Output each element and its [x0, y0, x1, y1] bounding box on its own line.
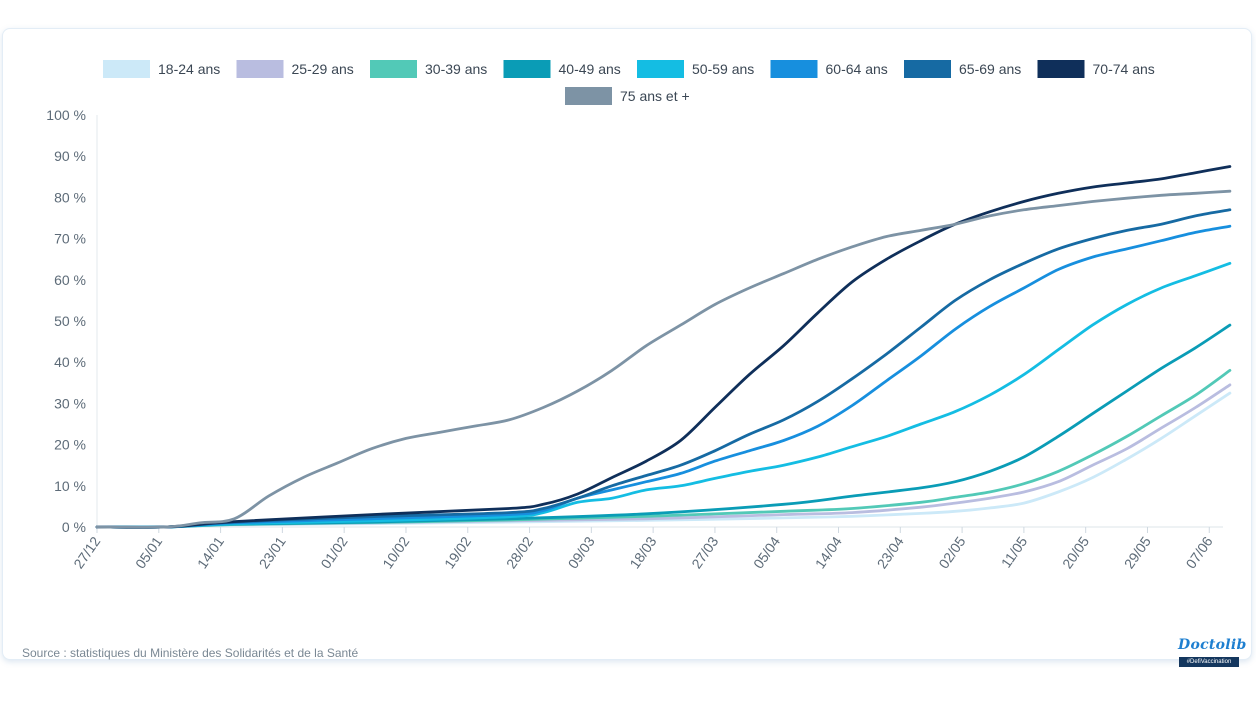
legend-label: 25-29 ans	[292, 61, 354, 77]
legend-label: 40-49 ans	[559, 61, 621, 77]
x-axis: 27/12 05/01 14/01 23/01 01/02 10/02 19/02 28/02…	[70, 526, 1223, 571]
y-tick-label: 80 %	[54, 189, 86, 205]
series-lines	[95, 165, 1232, 529]
x-tick-label: 20/05	[1059, 533, 1092, 571]
y-axis: 0 % 10 % 20 % 30 % 40 % 50 % 60 % 70 % 80 % 90 % 1…	[46, 107, 98, 535]
legend: 18-24 ans 25-29 ans 30-39 ans 40-49 ans 50-5…	[103, 60, 1155, 105]
y-tick-label: 0 %	[62, 519, 86, 535]
y-tick-label: 20 %	[54, 437, 86, 453]
y-tick-label: 30 %	[54, 395, 86, 411]
series-line-30-39-ans	[95, 369, 1232, 529]
y-tick-label: 100 %	[46, 107, 86, 123]
series-line-75-ans-et	[95, 189, 1232, 529]
legend-swatch	[370, 60, 417, 78]
legend-label: 65-69 ans	[959, 61, 1021, 77]
y-tick-label: 50 %	[54, 313, 86, 329]
x-tick-label: 10/02	[379, 533, 412, 571]
legend-swatch	[103, 60, 150, 78]
series-line-65-69-ans	[95, 208, 1232, 529]
series-line-25-29-ans	[95, 383, 1232, 529]
y-tick-label: 60 %	[54, 272, 86, 288]
y-tick-label: 10 %	[54, 478, 86, 494]
chart-area: 0 % 10 % 20 % 30 % 40 % 50 % 60 % 70 % 80 % 90 % 1…	[46, 60, 1232, 571]
legend-label: 50-59 ans	[692, 61, 754, 77]
x-tick-label: 23/04	[874, 533, 907, 571]
legend-swatch	[236, 60, 284, 78]
legend-label: 60-64 ans	[826, 61, 888, 77]
x-tick-label: 29/05	[1121, 533, 1154, 571]
series-line-50-59-ans	[95, 261, 1232, 529]
legend-swatch	[770, 60, 818, 78]
series-line-18-24-ans	[95, 391, 1232, 529]
x-tick-label: 18/03	[626, 533, 659, 571]
series-line-70-74-ans	[95, 165, 1232, 529]
x-tick-label: 14/04	[812, 533, 845, 571]
x-tick-label: 05/04	[750, 533, 783, 571]
x-tick-label: 02/05	[935, 533, 968, 571]
legend-swatch	[503, 60, 551, 78]
y-tick-label: 90 %	[54, 148, 86, 164]
x-tick-label: 11/05	[998, 533, 1031, 570]
x-tick-label: 23/01	[256, 533, 289, 571]
x-tick-label: 14/01	[194, 533, 227, 571]
logo-hashtag: #DefiVaccination	[1179, 657, 1239, 667]
x-tick-label: 01/02	[317, 533, 350, 571]
x-tick-label: 28/02	[503, 533, 536, 571]
source-note: Source : statistiques du Ministère des S…	[22, 646, 359, 660]
series-line-60-64-ans	[95, 224, 1232, 529]
legend-swatch	[904, 60, 951, 78]
x-tick-label: 27/12	[70, 533, 103, 571]
x-tick-label: 19/02	[441, 533, 474, 571]
x-tick-label: 05/01	[132, 533, 165, 571]
legend-label: 18-24 ans	[158, 61, 220, 77]
y-tick-label: 40 %	[54, 354, 86, 370]
x-tick-label: 27/03	[688, 533, 721, 571]
x-tick-label: 07/06	[1183, 533, 1216, 571]
logo-wordmark: Doctolib	[1178, 637, 1247, 653]
doctolib-logo: Doctolib #DefiVaccination	[1178, 637, 1247, 669]
y-tick-label: 70 %	[54, 231, 86, 247]
chart-card: 0 % 10 % 20 % 30 % 40 % 50 % 60 % 70 % 80 % 90 % 1…	[2, 28, 1252, 667]
legend-swatch	[637, 60, 684, 78]
legend-label: 75 ans et +	[620, 88, 690, 104]
legend-swatch	[1037, 60, 1085, 78]
legend-label: 70-74 ans	[1093, 61, 1155, 77]
x-tick-label: 09/03	[565, 533, 598, 571]
legend-label: 30-39 ans	[425, 61, 487, 77]
legend-swatch	[565, 87, 612, 105]
